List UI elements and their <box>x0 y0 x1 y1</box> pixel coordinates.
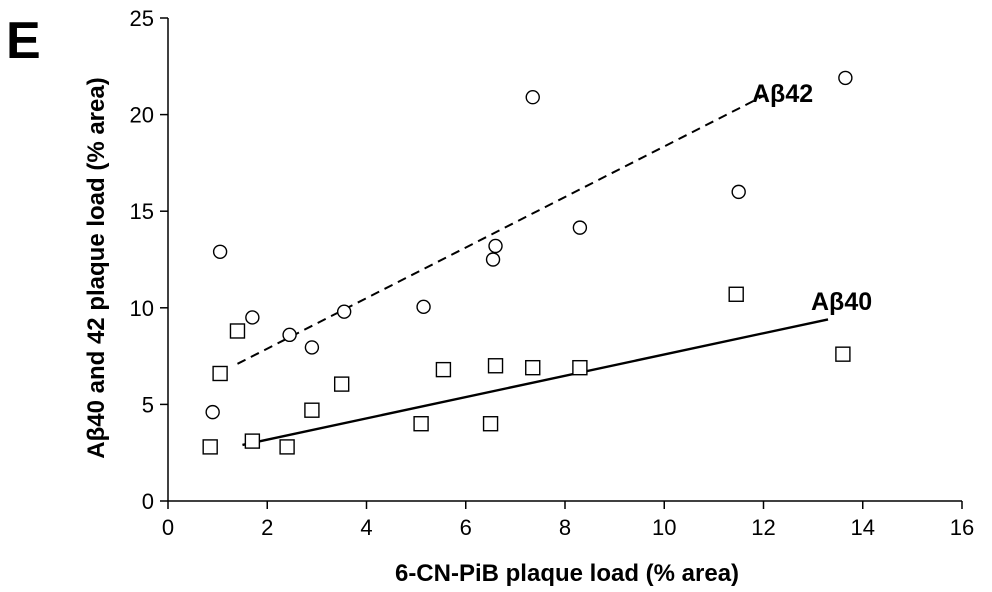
x-tick-label: 8 <box>559 515 571 540</box>
abeta42-label: Aβ42 <box>752 80 813 108</box>
abeta42-point <box>245 310 260 325</box>
y-tick-label: 20 <box>130 103 154 128</box>
x-tick-label: 12 <box>751 515 775 540</box>
y-tick-label: 5 <box>142 392 154 417</box>
x-tick-label: 0 <box>162 515 174 540</box>
abeta42-point <box>212 244 228 259</box>
abeta40-point <box>244 433 261 449</box>
x-tick-label: 10 <box>652 515 676 540</box>
data-markers <box>202 70 853 455</box>
x-tick-label: 14 <box>851 515 875 540</box>
abeta40-point <box>202 439 218 455</box>
y-axis-ticks: 0 5 10 15 20 25 <box>130 6 168 514</box>
abeta42-point <box>838 70 853 86</box>
abeta40-point <box>487 358 504 374</box>
abeta40-point <box>728 286 744 302</box>
abeta40-point <box>333 376 350 392</box>
abeta40-point <box>229 323 246 339</box>
abeta42-trendline <box>237 92 769 365</box>
abeta40-point <box>482 416 499 432</box>
abeta40-point <box>572 359 588 376</box>
y-axis-title: Aβ40 and 42 plaque load (% area) <box>83 77 110 458</box>
x-tick-label: 2 <box>261 515 273 540</box>
x-axis-ticks: 0 2 4 6 8 10 12 14 16 <box>162 501 974 540</box>
abeta40-point <box>835 346 851 362</box>
abeta42-point <box>731 184 746 200</box>
abeta40-point <box>525 359 541 376</box>
panel-label: E <box>6 12 41 70</box>
abeta40-label: Aβ40 <box>811 288 872 316</box>
abeta40-point <box>304 402 320 418</box>
abeta42-point <box>488 238 503 254</box>
abeta40-trendline <box>242 318 829 447</box>
y-tick-label: 10 <box>130 296 154 321</box>
abeta42-point <box>525 90 540 105</box>
y-tick-label: 0 <box>142 489 154 514</box>
trendlines <box>237 92 829 447</box>
abeta42-point <box>416 299 431 315</box>
x-tick-label: 4 <box>360 515 372 540</box>
y-tick-label: 15 <box>130 199 154 224</box>
abeta42-point <box>485 252 501 267</box>
abeta42-point <box>304 340 320 355</box>
plot-area: 0 2 4 6 8 10 12 14 16 0 5 10 15 20 25 Aβ42 Aβ40 <box>130 6 975 540</box>
x-axis-title: 6-CN-PiB plaque load (% area) <box>395 560 739 587</box>
abeta42-point <box>336 304 352 319</box>
abeta40-point <box>279 439 295 455</box>
series-labels: Aβ42 Aβ40 <box>752 80 872 316</box>
y-tick-label: 25 <box>130 6 154 31</box>
abeta40-point <box>413 416 429 432</box>
abeta42-point <box>205 404 220 420</box>
abeta42-point <box>282 327 297 343</box>
x-tick-label: 6 <box>460 515 472 540</box>
abeta40-point <box>212 365 228 382</box>
x-tick-label: 16 <box>950 515 974 540</box>
abeta42-point <box>572 220 588 235</box>
abeta40-point <box>435 361 452 378</box>
